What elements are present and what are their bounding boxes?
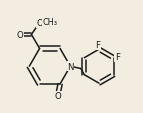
Text: O: O xyxy=(36,19,43,28)
Text: N: N xyxy=(67,62,74,71)
Text: F: F xyxy=(95,41,100,50)
Text: CH₃: CH₃ xyxy=(43,18,58,27)
Text: O: O xyxy=(54,91,61,100)
Text: O: O xyxy=(16,31,23,40)
Text: F: F xyxy=(115,53,120,61)
